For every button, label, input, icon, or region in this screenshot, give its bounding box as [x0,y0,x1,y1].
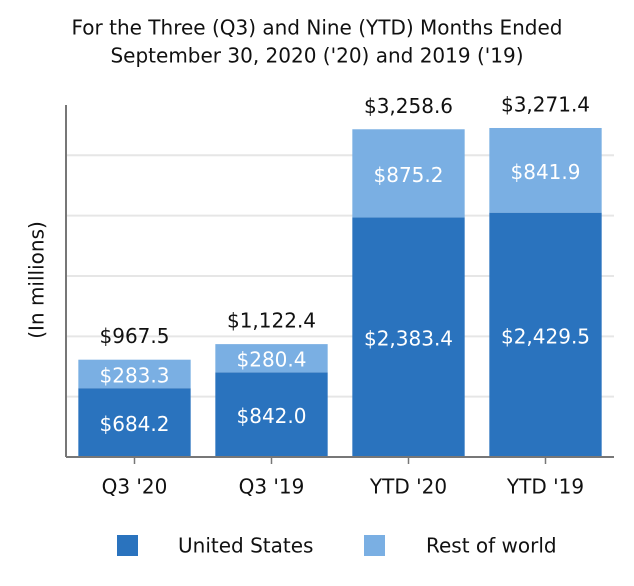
bar-segment [489,212,602,457]
total-label: $3,258.6 [364,94,453,118]
chart-title: For the Three (Q3) and Nine (YTD) Months… [72,16,563,40]
x-tick-label: Q3 '20 [102,475,168,499]
x-tick-label: Q3 '19 [239,475,305,499]
bar-segment [78,359,191,389]
legend-swatch [117,535,138,556]
value-label: $875.2 [374,163,444,187]
total-label: $3,271.4 [501,92,590,116]
value-label: $684.2 [100,412,170,436]
legend-label: Rest of world [426,534,557,558]
value-label: $283.3 [100,363,170,387]
chart-title: September 30, 2020 ('20) and 2019 ('19) [110,44,523,68]
value-label: $2,429.5 [501,324,590,348]
bar-segment [78,388,191,457]
x-tick-label: YTD '19 [506,475,584,499]
bar-segment [215,344,328,373]
y-axis-label: (In millions) [25,221,49,339]
total-label: $1,122.4 [227,309,316,333]
legend-swatch [364,535,385,556]
value-label: $280.4 [237,348,307,372]
value-label: $2,383.4 [364,327,453,351]
bar-segment [215,372,328,457]
legend-label: United States [178,534,313,558]
bar-segment [489,127,602,213]
value-label: $842.0 [237,404,307,428]
bar-segment [352,217,465,457]
x-tick-label: YTD '20 [369,475,447,499]
bar-segment [352,129,465,218]
total-label: $967.5 [100,324,170,348]
value-label: $841.9 [511,160,581,184]
